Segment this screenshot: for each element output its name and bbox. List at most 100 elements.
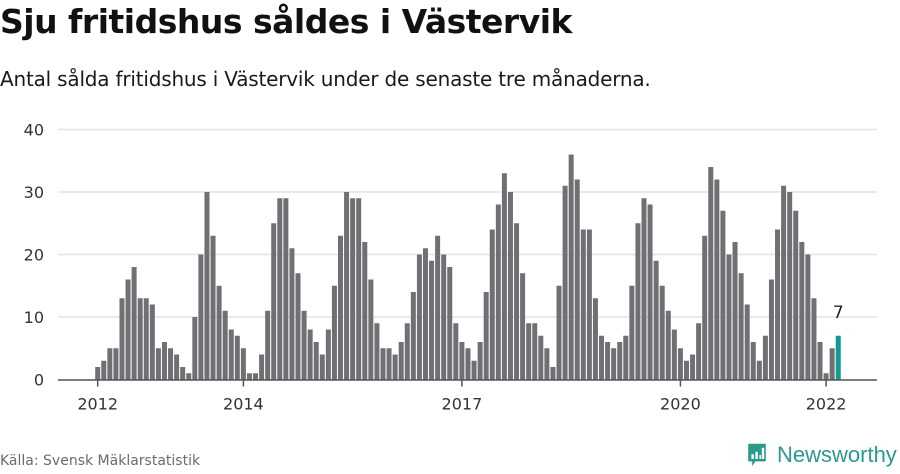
bar xyxy=(562,185,568,380)
bar xyxy=(137,298,143,380)
y-tick-label: 30 xyxy=(24,183,44,202)
bar xyxy=(240,348,246,380)
bar xyxy=(313,342,319,380)
x-tick-label: 2020 xyxy=(660,395,701,414)
bar xyxy=(149,304,155,380)
bar xyxy=(453,323,459,380)
bar xyxy=(568,154,574,380)
bar xyxy=(514,223,520,380)
bar xyxy=(647,204,653,380)
bar xyxy=(107,348,113,380)
bar xyxy=(744,304,750,380)
bar-chart-speech-bubble-icon xyxy=(748,443,766,467)
bar xyxy=(611,348,617,380)
bar xyxy=(441,254,447,380)
bar xyxy=(817,342,823,380)
bar xyxy=(720,210,726,380)
x-tick-label: 2014 xyxy=(223,395,264,414)
source-note: Källa: Svensk Mäklarstatistik xyxy=(0,453,201,469)
x-axis-ticks: 2012 2014 2017 2020 2022 xyxy=(77,379,846,414)
bar xyxy=(435,235,441,380)
bar xyxy=(677,348,683,380)
bar xyxy=(520,273,526,380)
bar xyxy=(683,360,689,380)
bar xyxy=(204,192,210,380)
bar xyxy=(762,335,768,380)
bar xyxy=(507,192,513,380)
bar xyxy=(483,292,489,380)
bar xyxy=(392,354,398,380)
bar xyxy=(210,235,216,380)
bar xyxy=(477,342,483,380)
x-tick-label: 2017 xyxy=(442,395,483,414)
bar xyxy=(501,173,507,380)
bar xyxy=(325,329,331,380)
bar xyxy=(781,185,787,380)
bars xyxy=(95,154,841,380)
bar xyxy=(574,179,580,380)
bar xyxy=(350,198,356,380)
y-tick-label: 20 xyxy=(24,246,44,265)
bar xyxy=(331,285,337,380)
bar xyxy=(192,317,198,380)
bar xyxy=(799,242,805,380)
bar xyxy=(623,335,629,380)
bar xyxy=(829,348,835,380)
y-gridlines xyxy=(58,128,877,318)
bar xyxy=(550,367,556,380)
bar xyxy=(726,254,732,380)
bar xyxy=(95,367,101,380)
newsworthy-logo: Newsworthy xyxy=(745,442,897,468)
bar xyxy=(732,242,738,380)
bar xyxy=(301,310,307,380)
bar xyxy=(580,229,586,380)
bar xyxy=(404,323,410,380)
bar xyxy=(805,254,811,380)
bar xyxy=(465,348,471,380)
bar xyxy=(617,342,623,380)
chart-title: Sju fritidshus såldes i Västervik xyxy=(0,2,572,41)
bar xyxy=(398,342,404,380)
bar xyxy=(592,298,598,380)
bar xyxy=(277,198,283,380)
bar xyxy=(738,273,744,380)
bar xyxy=(696,323,702,380)
bar xyxy=(174,354,180,380)
bar xyxy=(119,298,125,380)
bar xyxy=(246,373,252,380)
bar xyxy=(635,223,641,380)
bar xyxy=(295,273,301,380)
bar xyxy=(605,342,611,380)
bar xyxy=(714,179,720,380)
bar xyxy=(222,310,228,380)
bar xyxy=(416,254,422,380)
bar xyxy=(653,260,659,380)
bar xyxy=(265,310,271,380)
bar xyxy=(823,373,829,380)
bar xyxy=(380,348,386,380)
highlighted-bar xyxy=(835,335,841,380)
bar xyxy=(125,279,131,380)
bar xyxy=(702,235,708,380)
brand-name: Newsworthy xyxy=(777,442,897,467)
y-tick-label: 10 xyxy=(24,308,44,327)
bar xyxy=(338,235,343,380)
bar xyxy=(793,210,799,380)
bar xyxy=(307,329,313,380)
x-tick-label: 2012 xyxy=(77,395,118,414)
bar xyxy=(556,285,562,380)
bar xyxy=(750,342,756,380)
bar xyxy=(447,267,453,380)
bar xyxy=(495,204,501,380)
bar xyxy=(526,323,532,380)
bar xyxy=(259,354,265,380)
bar xyxy=(168,348,174,380)
bar xyxy=(101,360,107,380)
bar xyxy=(775,229,781,380)
bar xyxy=(544,348,550,380)
bar xyxy=(629,285,635,380)
bar xyxy=(253,373,259,380)
bar xyxy=(756,360,762,380)
bar xyxy=(362,242,368,380)
bar xyxy=(599,335,605,380)
